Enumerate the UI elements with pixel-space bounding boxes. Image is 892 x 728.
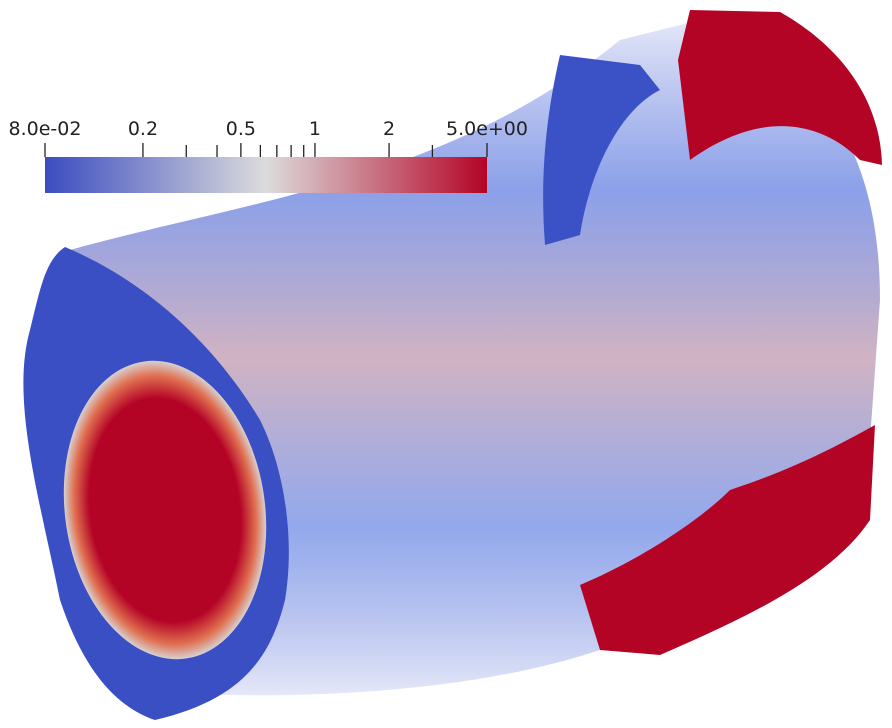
tick-label: 1 xyxy=(309,118,321,140)
tick-label: 5.0e+00 xyxy=(446,118,528,140)
page: 8.0e-020.20.5125.0e+00 (() => { const da… xyxy=(0,0,892,728)
tick-label: 0.2 xyxy=(128,118,158,140)
colorbar-gradient xyxy=(45,157,487,193)
render-view: 8.0e-02 0.2 0.5 1 2 5.0e+00 xyxy=(0,0,892,728)
tick-label: 8.0e-02 xyxy=(9,118,82,140)
volume-render xyxy=(23,10,882,720)
tick-label: 0.5 xyxy=(226,118,256,140)
tick-label: 2 xyxy=(383,118,395,140)
